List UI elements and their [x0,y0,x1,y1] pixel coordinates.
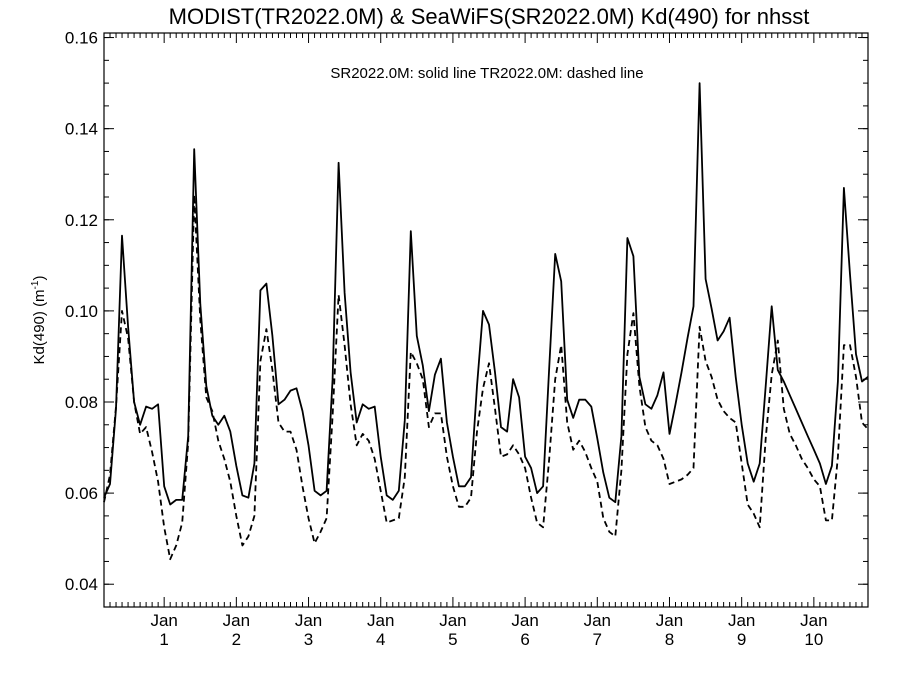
x-tick-label-month: Jan [584,611,611,630]
x-tick-label-month: Jan [367,611,394,630]
x-tick-label-year: 9 [737,630,746,649]
x-tick-label-year: 7 [593,630,602,649]
legend-annotation: SR2022.0M: solid line TR2022.0M: dashed … [330,65,643,82]
x-tick-label-year: 8 [665,630,674,649]
y-axis-label-text: Kd(490) (m [31,289,48,364]
y-tick-label: 0.06 [65,484,98,503]
y-tick-label: 0.04 [65,575,98,594]
y-tick-label: 0.14 [65,120,98,139]
x-tick-label-month: Jan [800,611,827,630]
x-tick-label-year: 4 [376,630,385,649]
y-axis: 0.04 0.06 0.08 0.10 0.12 0.14 0.16 [65,29,868,594]
y-tick-label: 0.16 [65,29,98,48]
plot-frame [103,32,869,608]
y-tick-label: 0.10 [65,302,98,321]
x-tick-label-year: 3 [304,630,313,649]
y-axis-label: Kd(490) (m-1) [30,276,48,365]
y-tick-label: 0.12 [65,211,98,230]
x-tick-label-month: Jan [295,611,322,630]
x-tick-label-month: Jan [150,611,177,630]
series-line-tr2022-0m [103,193,869,561]
y-axis-label-close: ) [31,276,48,281]
y-tick-label: 0.08 [65,393,98,412]
x-tick-label-month: Jan [223,611,250,630]
series-layer [103,82,869,561]
x-tick-label-year: 2 [232,630,241,649]
x-tick-label-year: 5 [448,630,457,649]
series-line-sr2022-0m [103,82,869,506]
x-tick-label-year: 10 [804,630,823,649]
x-tick-label-month: Jan [656,611,683,630]
x-tick-label-year: 6 [520,630,529,649]
y-axis-label-unit-exponent: -1 [30,280,41,289]
x-tick-label-month: Jan [511,611,538,630]
x-tick-label-year: 1 [159,630,168,649]
chart-title: MODIST(TR2022.0M) & SeaWiFS(SR2022.0M) K… [169,4,810,29]
x-axis: Jan1Jan2Jan3Jan4Jan5Jan6Jan7Jan8Jan9Jan1… [103,33,869,649]
x-tick-label-month: Jan [439,611,466,630]
x-tick-label-month: Jan [728,611,755,630]
